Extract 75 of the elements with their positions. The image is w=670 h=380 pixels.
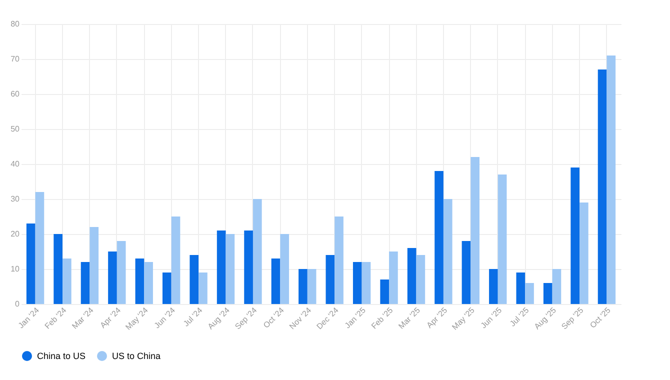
bar	[307, 269, 316, 304]
bar	[470, 157, 480, 304]
bar	[580, 202, 588, 304]
legend-label: US to China	[112, 351, 161, 361]
x-tick-label: Jan '25	[343, 305, 368, 330]
bar	[26, 224, 36, 304]
bar	[498, 174, 507, 304]
x-tick-label: Aug '24	[206, 305, 232, 332]
bar	[216, 230, 226, 304]
bar	[35, 192, 44, 304]
x-tick-label: May '24	[124, 305, 150, 332]
bar	[443, 199, 452, 304]
bar	[380, 280, 390, 304]
y-tick-label: 50	[10, 124, 20, 134]
bar	[271, 258, 280, 304]
bar	[162, 272, 172, 304]
x-tick-label: Jun '24	[152, 305, 178, 330]
bar	[489, 269, 498, 304]
bar	[190, 255, 199, 304]
bar	[416, 255, 426, 304]
bar	[570, 168, 580, 304]
bar	[116, 241, 126, 304]
y-tick-label: 40	[10, 160, 20, 168]
x-tick-label: Jul '25	[508, 305, 532, 328]
y-tick-label: 30	[10, 194, 20, 204]
bar	[334, 216, 344, 304]
bar	[525, 283, 534, 304]
y-tick-label: 80	[10, 20, 20, 28]
bar	[552, 269, 562, 304]
bar	[462, 241, 471, 304]
bar	[543, 283, 552, 304]
bar	[144, 262, 153, 304]
bar	[54, 234, 62, 304]
x-tick-label: Feb '24	[43, 305, 69, 331]
x-tick-label: Jun '25	[479, 305, 504, 330]
bar	[108, 252, 117, 304]
x-tick-label: Sep '25	[560, 305, 586, 332]
x-tick-label: Nov '24	[288, 305, 314, 332]
bar	[198, 272, 208, 304]
x-tick-label: Oct '25	[588, 305, 613, 330]
bar	[516, 272, 526, 304]
bar	[62, 258, 72, 304]
x-tick-label: Oct '24	[262, 305, 286, 330]
x-tick-label: Feb '25	[370, 305, 396, 331]
bar	[352, 262, 362, 304]
x-tick-label: Sep '24	[233, 305, 260, 332]
bar	[171, 216, 180, 304]
bar	[606, 56, 616, 304]
x-tick-label: Apr '25	[424, 305, 450, 330]
bar	[280, 234, 290, 304]
x-tick-label: Aug '25	[532, 305, 558, 332]
bar	[135, 258, 144, 304]
bar	[252, 199, 262, 304]
bar	[326, 255, 335, 304]
bar	[90, 227, 99, 304]
bar	[434, 171, 444, 304]
x-tick-label: Dec '24	[314, 305, 341, 332]
bar	[389, 252, 398, 304]
bar	[80, 262, 90, 304]
y-tick-label: 60	[10, 90, 20, 98]
y-tick-label: 70	[10, 54, 20, 64]
bar	[362, 262, 371, 304]
bar	[298, 269, 308, 304]
x-tick-label: Apr '24	[98, 305, 123, 330]
x-tick-label: Mar '24	[70, 305, 96, 331]
x-tick-label: Mar '25	[396, 305, 422, 331]
legend-label: China to US	[37, 351, 86, 361]
y-tick-label: 20	[10, 230, 20, 238]
x-tick-label: May '25	[450, 305, 477, 332]
y-tick-label: 10	[10, 264, 20, 274]
bar	[407, 248, 416, 304]
bar	[244, 230, 253, 304]
bar	[226, 234, 235, 304]
bar	[598, 70, 607, 304]
x-tick-label: Jul '24	[182, 305, 205, 328]
